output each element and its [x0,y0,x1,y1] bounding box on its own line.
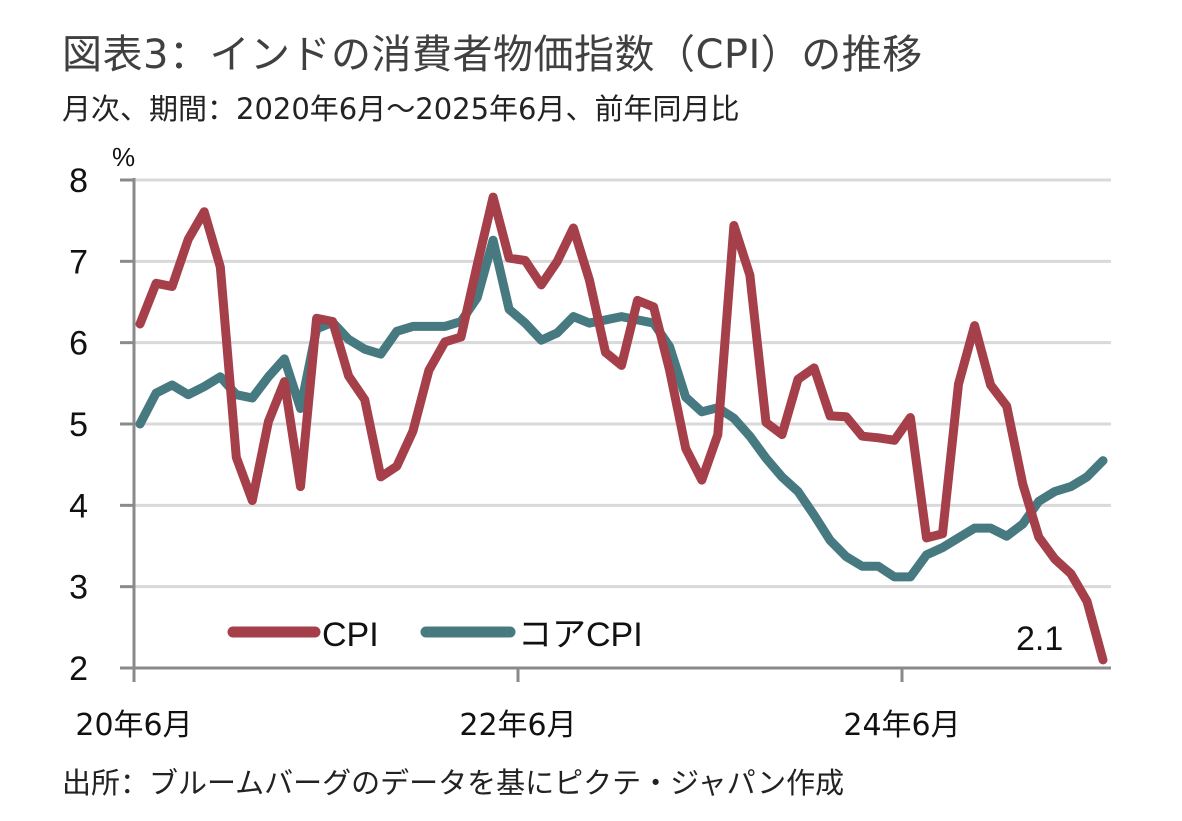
legend-label-core-cpi: コアCPI [518,616,643,654]
y-tick-label: 7 [69,243,88,281]
gridlines [134,178,1111,589]
series-line-cpi [135,192,1108,665]
y-tick-label: 3 [69,569,88,607]
y-axis-ticks: 2 3 4 5 6 7 8 [69,162,134,688]
y-tick-label: 8 [69,162,88,200]
y-tick-label: 5 [69,406,88,444]
legend: CPI コアCPI [227,616,643,654]
chart-subtitle: 月次、期間：2020年6月～2025年6月、前年同月比 [62,92,740,126]
y-tick-label: 6 [69,325,88,363]
x-tick-label: 20年6月 [75,708,192,743]
chart-title: 図表3：インドの消費者物価指数（CPI）の推移 [62,32,923,78]
y-axis-unit: % [112,142,135,172]
y-tick-label: 4 [69,487,88,525]
legend-label-cpi: CPI [322,616,379,654]
last-value-annotation: 2.1 [1016,620,1063,658]
x-tick-label: 22年6月 [459,708,576,743]
x-tick-label: 24年6月 [843,708,960,743]
y-tick-label: 2 [69,650,88,688]
x-axis-ticks: 20年6月 22年6月 24年6月 [75,668,961,743]
series-lines [135,192,1108,665]
source-note: 出所：ブルームバーグのデータを基にピクテ・ジャパン作成 [62,766,845,800]
